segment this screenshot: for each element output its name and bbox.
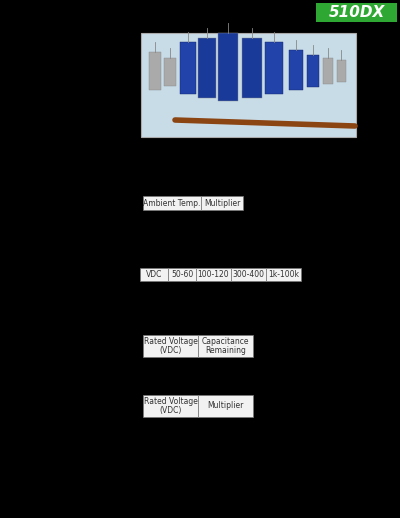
FancyBboxPatch shape: [316, 3, 397, 22]
FancyBboxPatch shape: [140, 268, 168, 281]
FancyBboxPatch shape: [266, 268, 301, 281]
FancyBboxPatch shape: [198, 38, 216, 98]
FancyBboxPatch shape: [201, 196, 243, 210]
FancyBboxPatch shape: [143, 335, 198, 357]
Text: 100-120: 100-120: [198, 270, 229, 279]
FancyBboxPatch shape: [168, 268, 196, 281]
FancyBboxPatch shape: [336, 60, 346, 82]
FancyBboxPatch shape: [143, 196, 201, 210]
Text: 1k-100k: 1k-100k: [268, 270, 299, 279]
Text: Capacitance: Capacitance: [202, 337, 249, 346]
Text: VDC: VDC: [146, 270, 162, 279]
FancyBboxPatch shape: [323, 58, 333, 84]
FancyBboxPatch shape: [180, 42, 196, 94]
Text: Ambient Temp.: Ambient Temp.: [143, 198, 201, 208]
Text: (VDC): (VDC): [159, 406, 182, 415]
Text: 50-60: 50-60: [171, 270, 193, 279]
FancyBboxPatch shape: [231, 268, 266, 281]
FancyBboxPatch shape: [289, 50, 303, 90]
FancyBboxPatch shape: [198, 395, 253, 417]
FancyBboxPatch shape: [143, 395, 198, 417]
FancyBboxPatch shape: [196, 268, 231, 281]
FancyBboxPatch shape: [198, 335, 253, 357]
Text: Remaining: Remaining: [205, 347, 246, 355]
FancyBboxPatch shape: [218, 33, 238, 101]
Text: (VDC): (VDC): [159, 347, 182, 355]
Text: Rated Voltage: Rated Voltage: [144, 397, 198, 406]
Text: Rated Voltage: Rated Voltage: [144, 337, 198, 346]
FancyBboxPatch shape: [164, 58, 176, 86]
FancyBboxPatch shape: [242, 38, 262, 98]
Text: Multiplier: Multiplier: [207, 401, 244, 410]
Text: 510DX: 510DX: [328, 5, 385, 20]
FancyBboxPatch shape: [307, 55, 319, 87]
FancyBboxPatch shape: [149, 52, 161, 90]
FancyBboxPatch shape: [141, 33, 356, 137]
Text: 300-400: 300-400: [232, 270, 264, 279]
FancyBboxPatch shape: [265, 42, 283, 94]
Text: Multiplier: Multiplier: [204, 198, 240, 208]
